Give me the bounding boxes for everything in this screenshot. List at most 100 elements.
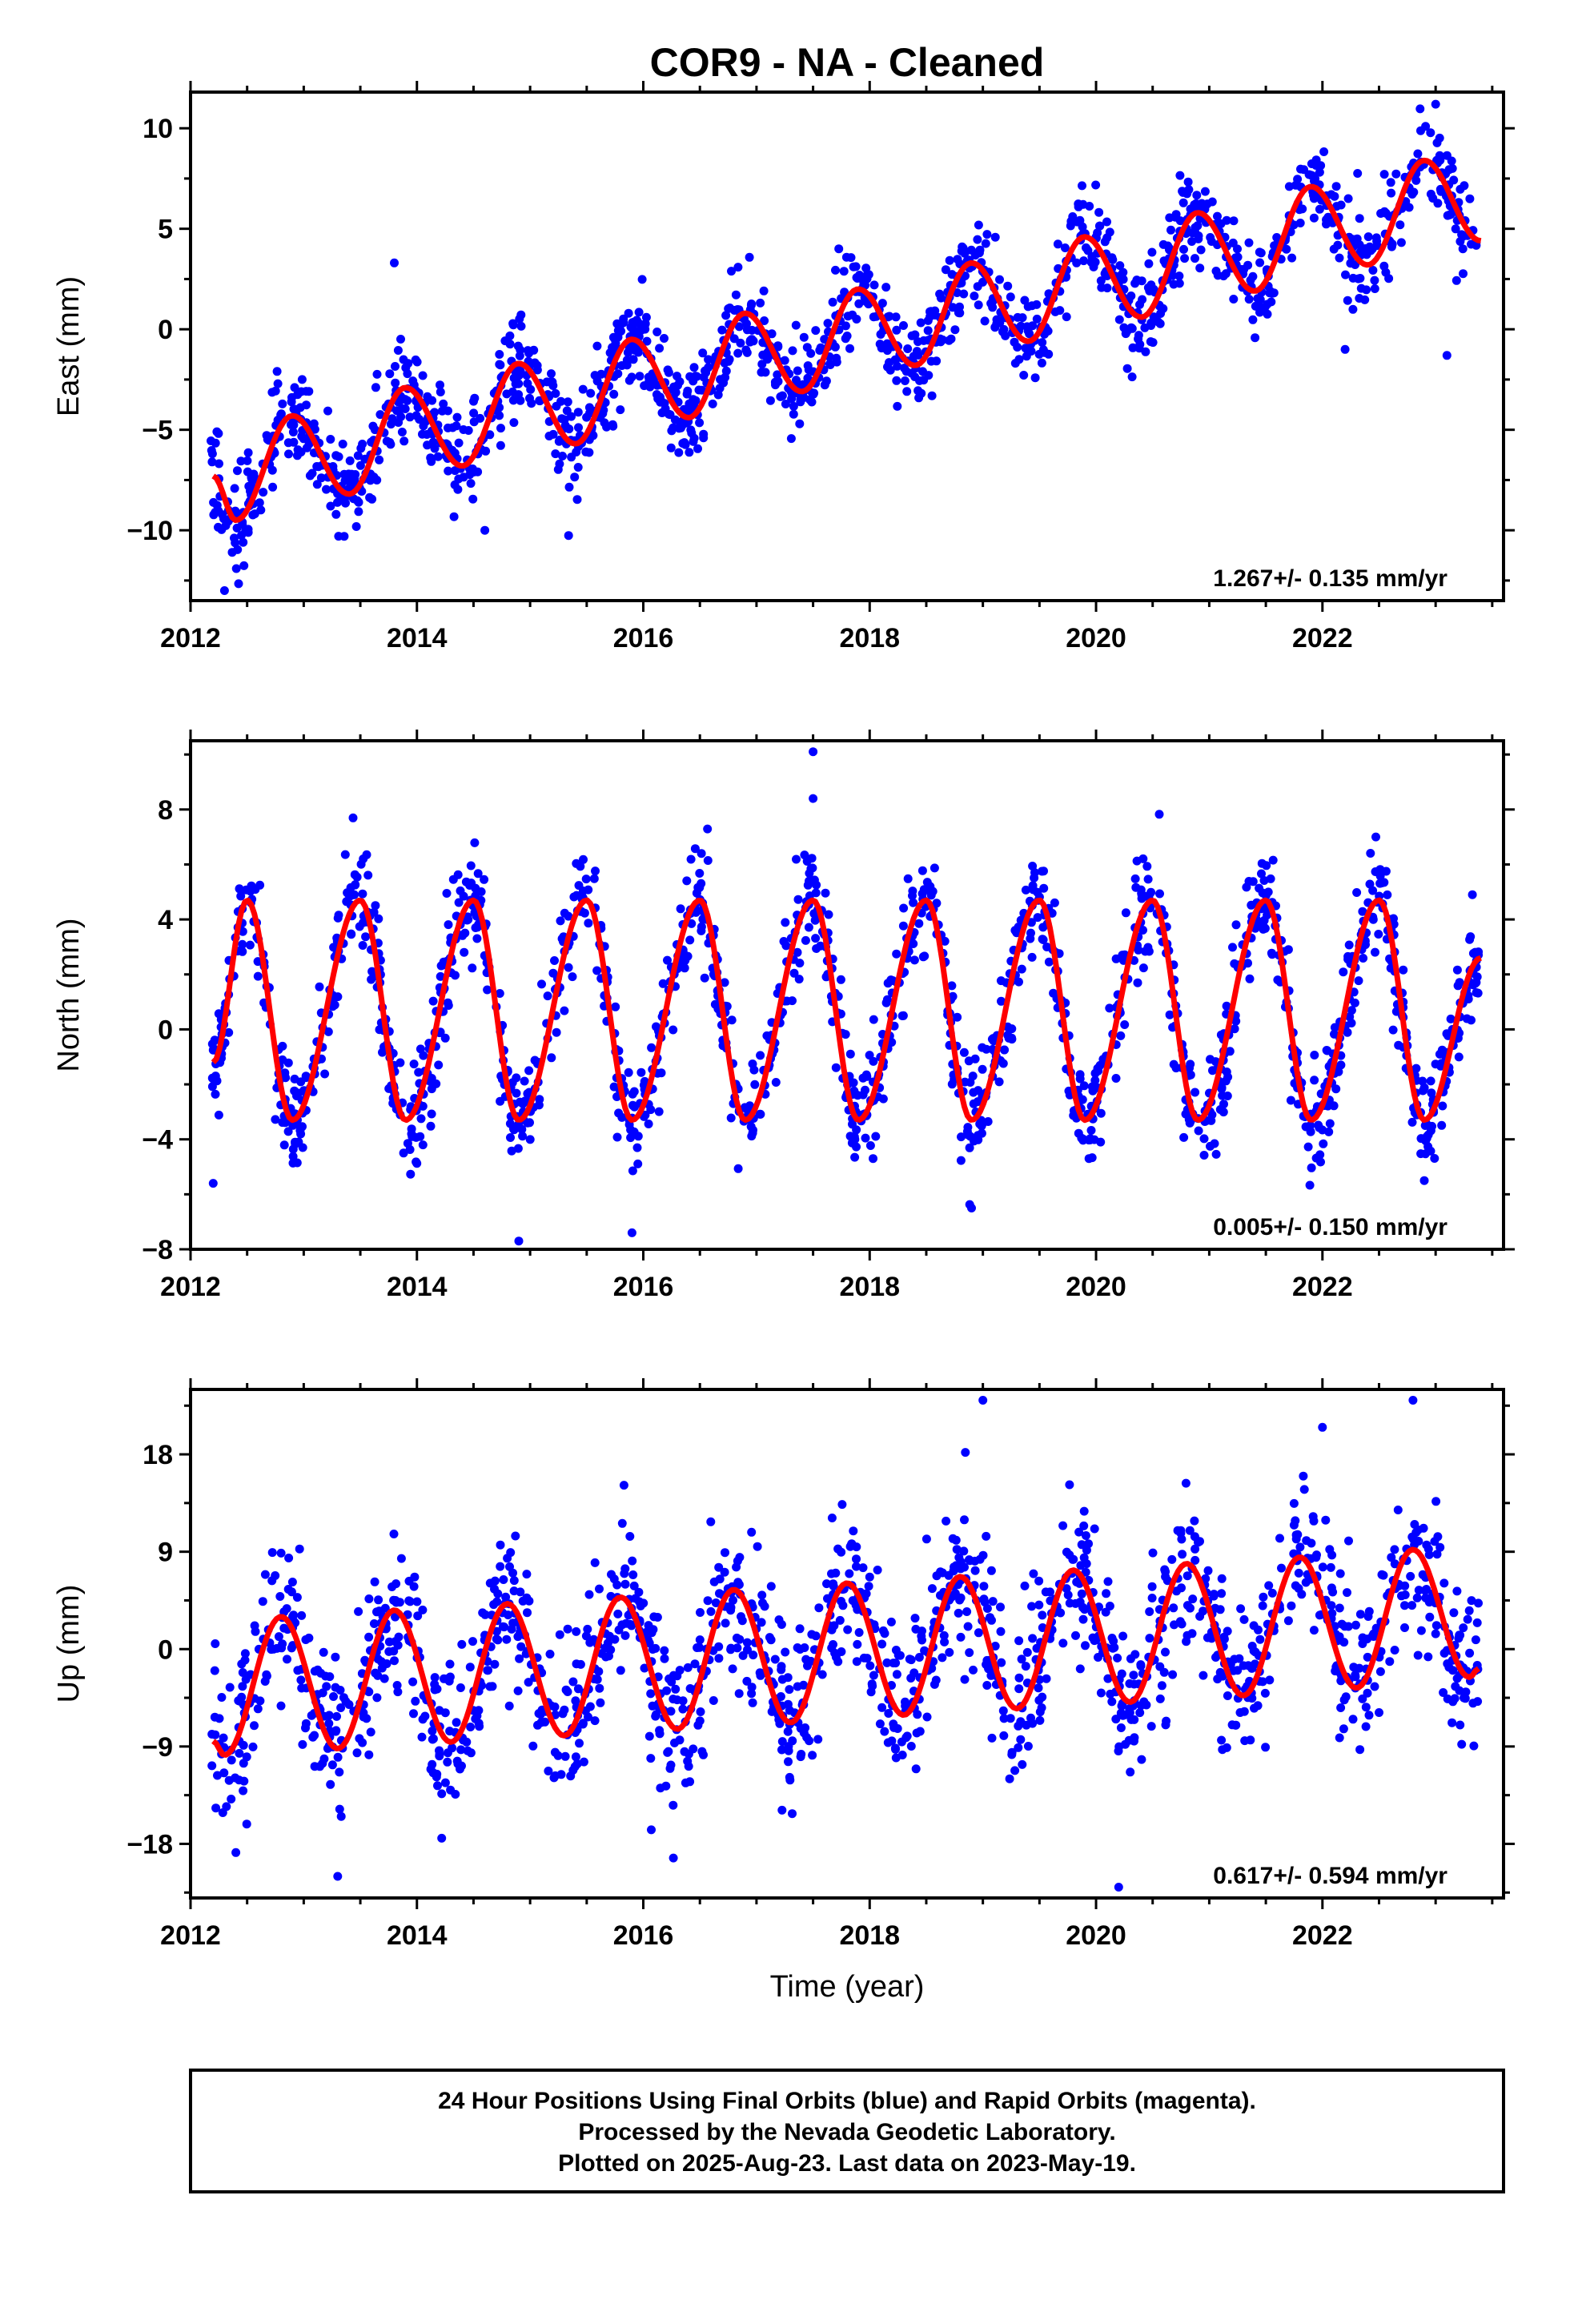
data-point — [684, 1762, 693, 1771]
data-point — [1468, 890, 1477, 899]
data-point — [693, 444, 702, 453]
data-point — [1187, 237, 1197, 246]
data-point — [467, 879, 476, 888]
data-point — [1050, 898, 1059, 907]
data-point — [1295, 1542, 1305, 1552]
data-point — [504, 1610, 513, 1620]
data-point — [219, 514, 228, 524]
data-point — [748, 1698, 757, 1707]
x-tick-label: 2022 — [1292, 1272, 1353, 1302]
data-point — [845, 1049, 855, 1059]
east-points — [207, 99, 1481, 595]
outlier-point — [480, 525, 490, 535]
data-point — [268, 482, 278, 492]
data-point — [1230, 1024, 1239, 1034]
data-point — [591, 866, 600, 876]
data-point — [453, 485, 463, 494]
data-point — [1377, 1570, 1387, 1579]
data-point — [1422, 1540, 1431, 1550]
data-point — [518, 1596, 528, 1606]
data-point — [267, 465, 277, 475]
data-point — [255, 1696, 265, 1706]
x-tick-label: 2016 — [613, 1920, 674, 1951]
data-point — [335, 1804, 344, 1814]
data-point — [297, 375, 307, 384]
outlier-point — [208, 1179, 218, 1188]
data-point — [551, 388, 560, 398]
data-point — [248, 510, 258, 520]
data-point — [1130, 874, 1140, 883]
data-point — [312, 480, 322, 489]
data-point — [283, 1655, 291, 1664]
data-point — [1090, 1636, 1099, 1646]
outlier-point — [1340, 344, 1350, 354]
data-point — [495, 360, 504, 369]
data-point — [1125, 1679, 1134, 1688]
data-point — [281, 1073, 291, 1083]
data-point — [691, 396, 701, 405]
data-point — [470, 838, 480, 847]
data-point — [1169, 279, 1178, 289]
data-point — [1291, 1581, 1300, 1590]
data-point — [963, 1622, 973, 1631]
data-point — [452, 421, 461, 431]
data-point — [987, 1035, 997, 1044]
data-point — [1249, 1621, 1259, 1630]
data-point — [358, 440, 367, 448]
data-point — [709, 1696, 718, 1705]
data-point — [609, 1082, 619, 1092]
data-point — [340, 850, 350, 859]
y-tick-label: 5 — [158, 215, 173, 245]
data-point — [483, 1666, 492, 1675]
data-point — [1248, 315, 1258, 324]
data-point — [811, 326, 821, 336]
data-point — [962, 1127, 972, 1136]
data-point — [572, 495, 582, 505]
data-point — [737, 1612, 745, 1622]
data-point — [304, 1633, 314, 1642]
data-point — [1413, 1525, 1423, 1534]
data-point — [443, 1757, 452, 1767]
data-point — [409, 1059, 419, 1069]
data-point — [911, 1764, 921, 1774]
data-point — [1185, 1526, 1195, 1535]
data-point — [1138, 295, 1147, 304]
data-point — [1340, 1622, 1350, 1631]
data-point — [658, 979, 668, 988]
data-point — [1062, 312, 1071, 322]
data-point — [889, 1659, 898, 1668]
data-point — [720, 1567, 729, 1577]
data-point — [948, 991, 958, 1001]
data-point — [1137, 894, 1146, 903]
data-point — [917, 388, 926, 398]
outlier-point — [1431, 99, 1440, 109]
data-point — [596, 1698, 605, 1707]
data-point — [235, 884, 244, 894]
data-point — [1062, 1584, 1071, 1594]
data-point — [551, 449, 560, 459]
data-point — [1183, 177, 1193, 187]
data-point — [279, 1140, 289, 1150]
data-point — [345, 456, 355, 465]
data-point — [296, 387, 306, 396]
data-point — [1019, 371, 1029, 380]
data-point — [1336, 1703, 1346, 1712]
data-point — [493, 1635, 503, 1645]
data-point — [829, 1582, 838, 1591]
data-point — [1113, 1653, 1122, 1663]
outlier-point — [390, 258, 399, 267]
data-point — [922, 1712, 932, 1722]
data-point — [827, 1514, 837, 1522]
data-point — [789, 401, 798, 411]
data-point — [1255, 258, 1265, 267]
data-point — [770, 1655, 780, 1664]
data-point — [1038, 935, 1048, 944]
data-point — [877, 299, 887, 308]
data-point — [283, 1058, 293, 1068]
outlier-point — [978, 1396, 988, 1405]
data-point — [1103, 1577, 1113, 1586]
data-point — [1355, 214, 1364, 223]
data-point — [614, 1108, 624, 1118]
data-point — [1233, 252, 1243, 262]
data-point — [207, 436, 215, 445]
